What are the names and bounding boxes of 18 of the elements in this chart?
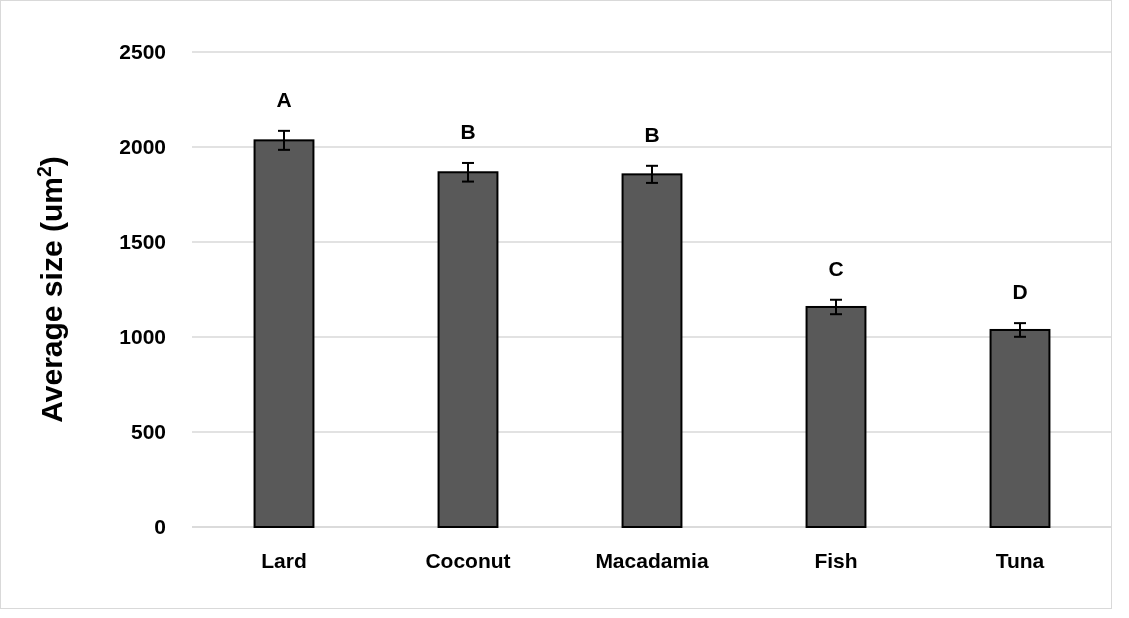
y-tick-label: 500 [130,420,166,444]
x-tick-label: Lard [261,549,307,572]
y-tick-label: 1500 [119,230,166,254]
bar [989,328,1051,528]
annotation: B [644,123,660,147]
bar [805,305,867,528]
annotation: C [828,257,844,281]
annotation: B [460,120,476,144]
annotation: A [276,88,292,112]
y-tick-label: 0 [154,515,166,539]
annotation: D [1012,280,1028,304]
x-tick-label: Coconut [425,549,511,572]
y-tick-label: 2500 [119,40,166,64]
x-tick-label: Fish [814,549,858,572]
y-tick-label: 2000 [119,135,166,159]
x-tick-label: Macadamia [595,549,709,572]
y-tick-label: 1000 [119,325,166,349]
x-tick-label: Tuna [995,549,1045,572]
